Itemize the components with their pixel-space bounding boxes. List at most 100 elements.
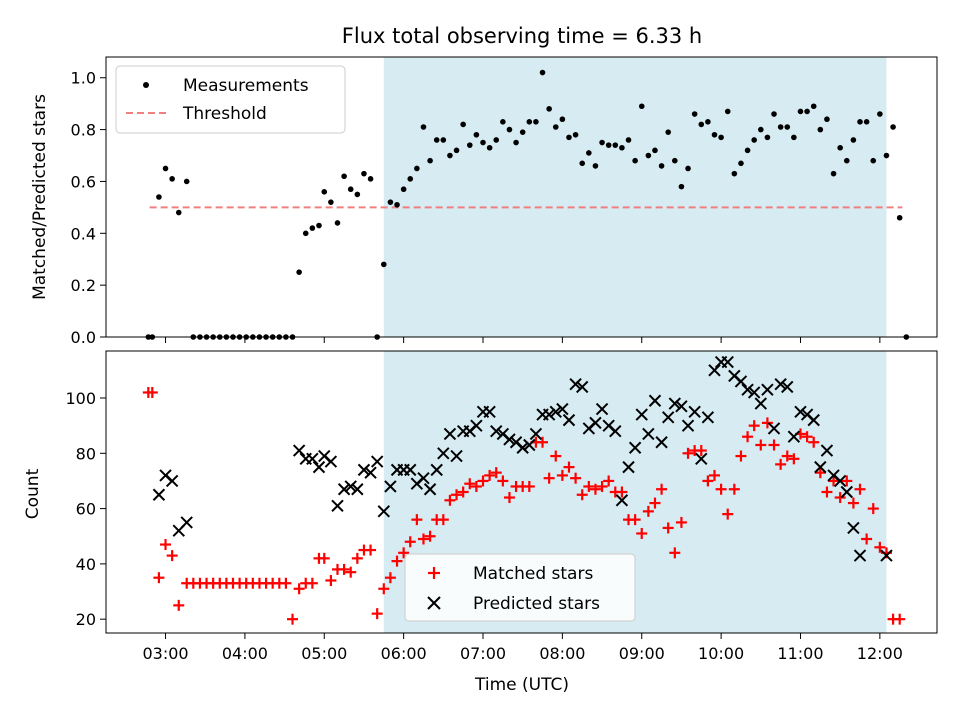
predicted-star-point: [741, 383, 754, 396]
measurement-point: [804, 108, 810, 115]
predicted-star-stroke-b: [384, 480, 397, 493]
y-axis-label-top: Matched/Predicted stars: [30, 94, 50, 300]
matched-star-point: [338, 563, 350, 575]
measurement-point: [896, 214, 903, 221]
matched-star-point: [404, 536, 416, 548]
predicted-star-stroke-b: [165, 474, 179, 488]
measurement-point: [586, 150, 592, 156]
predicted-star-stroke-b: [152, 488, 166, 501]
predicted-star-stroke-b: [357, 463, 371, 477]
matched-star-point: [589, 483, 601, 495]
predicted-star-point: [595, 402, 609, 416]
matched-star-point: [173, 599, 185, 611]
measurement-point: [837, 144, 843, 151]
matched-star-point: [642, 505, 654, 517]
measurement-point: [764, 134, 771, 141]
matched-star-point: [695, 445, 707, 457]
predicted-star-point: [655, 436, 668, 449]
matched-star-point: [861, 533, 873, 545]
measurement-point: [513, 139, 519, 146]
predicted-star-point: [306, 452, 319, 466]
y-axis-label-bottom: Count: [23, 468, 43, 519]
legend-measurements-marker: [143, 82, 149, 88]
measurement-point: [605, 142, 612, 148]
predicted-star-point: [324, 455, 338, 468]
predicted-star-point: [642, 427, 655, 441]
x-tick-label: 11:00: [777, 644, 823, 663]
legend-box-bottom: [404, 553, 636, 622]
predicted-star-point: [761, 383, 774, 396]
matched-star-point: [603, 475, 615, 487]
predicted-star-point: [542, 408, 556, 421]
matched-star-point: [490, 467, 502, 479]
measurement-point: [678, 183, 685, 190]
predicted-star-point: [847, 521, 860, 535]
predicted-star-stroke-b: [728, 369, 741, 383]
measurement-point: [533, 119, 539, 125]
measurement-point: [625, 137, 632, 143]
matched-star-point: [417, 533, 429, 545]
measurement-point: [341, 173, 347, 180]
y-tick-label: 60: [76, 500, 96, 519]
predicted-star-stroke-b: [635, 408, 648, 421]
predicted-star-point: [833, 474, 847, 488]
y-tick-label: 0.6: [71, 172, 96, 191]
predicted-star-stroke-b: [840, 485, 853, 499]
predicted-star-point: [787, 430, 801, 443]
measurement-point: [724, 108, 731, 115]
measurement-point: [387, 199, 394, 205]
matched-star-point: [709, 469, 721, 481]
measurement-point: [539, 69, 546, 76]
predicted-star-point: [443, 427, 457, 441]
predicted-star-stroke-b: [370, 455, 384, 468]
predicted-star-point: [622, 460, 635, 474]
matched-star-point: [160, 539, 172, 551]
measurement-point: [466, 142, 473, 148]
predicted-star-stroke-b: [569, 377, 582, 391]
predicted-star-point: [576, 380, 589, 394]
predicted-star-point: [708, 364, 721, 377]
predicted-star-point: [774, 377, 787, 391]
matched-star-point: [391, 555, 403, 567]
matched-star-point: [411, 514, 423, 526]
predicted-star-point: [615, 494, 629, 507]
matched-star-point: [649, 497, 661, 509]
measurement-point: [857, 119, 863, 125]
measurement-point: [328, 199, 334, 205]
measurement-point: [296, 269, 302, 275]
predicted-star-stroke-b: [847, 521, 860, 535]
predicted-star-point: [357, 463, 371, 477]
measurement-point: [890, 124, 896, 130]
predicted-star-stroke-b: [754, 397, 768, 410]
predicted-star-point: [377, 505, 391, 518]
matched-star-point: [669, 547, 681, 559]
predicted-star-point: [312, 460, 326, 474]
measurement-point: [546, 106, 552, 112]
predicted-star-point: [331, 499, 344, 513]
predicted-star-point: [648, 394, 662, 407]
predicted-star-stroke-b: [312, 460, 326, 474]
matched-star-point: [788, 453, 800, 465]
predicted-star-stroke-b: [556, 402, 569, 416]
matched-star-point: [801, 431, 813, 443]
matched-star-point: [437, 514, 449, 526]
measurement-point: [863, 119, 870, 125]
predicted-star-point: [635, 408, 648, 421]
measurement-point: [334, 220, 341, 226]
measurement-point: [698, 121, 705, 128]
predicted-star-point: [384, 480, 397, 493]
matched-star-point: [841, 475, 853, 487]
matched-star-point: [477, 475, 489, 487]
matched-star-point: [318, 552, 330, 564]
measurement-point: [473, 131, 480, 138]
measurement-point: [771, 111, 777, 117]
panel-ratio: 0.0 0.2 0.4 0.6 0.8 1.0 Flux total observing …: [30, 24, 938, 347]
measurement-point: [705, 119, 711, 125]
x-tick-label: 10:00: [698, 644, 744, 663]
predicted-star-stroke-b: [318, 449, 331, 463]
legend-box-top: [115, 65, 346, 134]
matched-star-point: [854, 483, 866, 495]
matched-star-point: [847, 497, 859, 509]
measurement-point: [883, 152, 890, 159]
